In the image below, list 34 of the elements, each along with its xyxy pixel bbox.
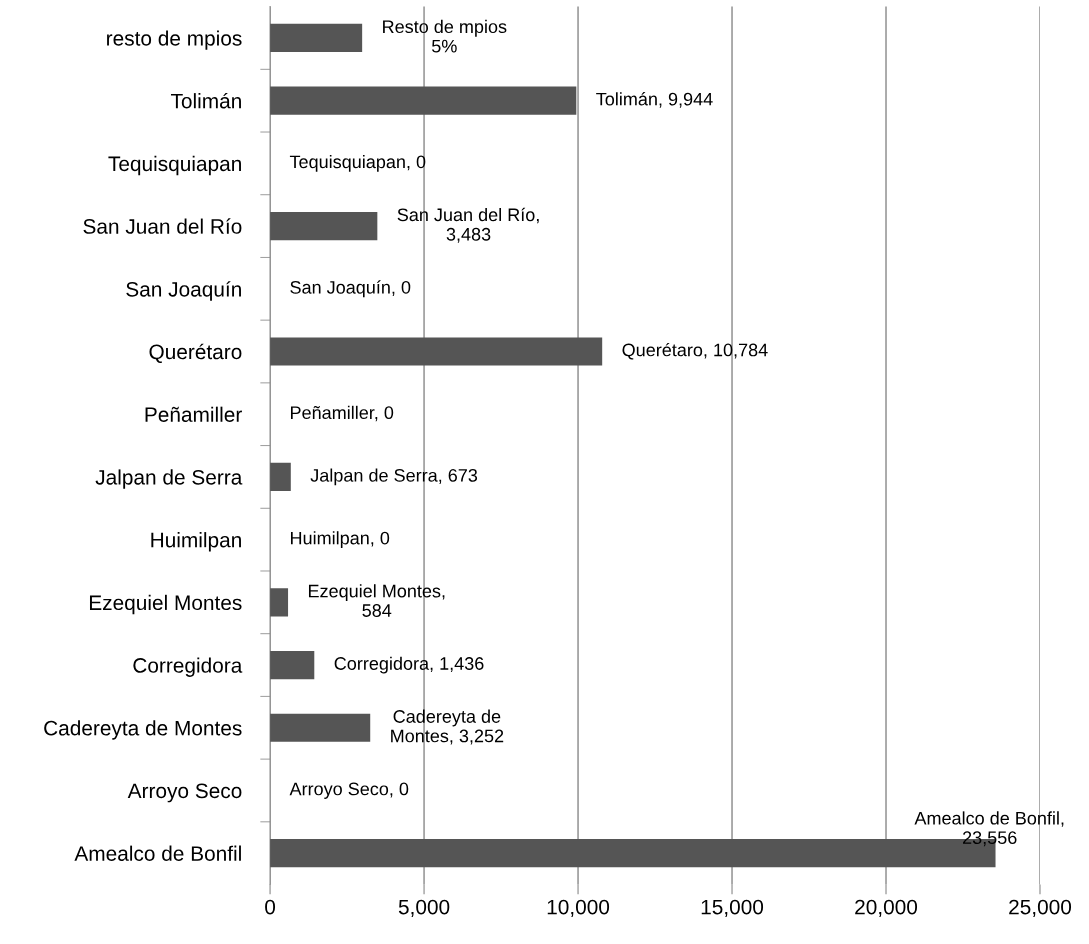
data-label: Jalpan de Serra, 673 [310, 468, 478, 486]
x-tick-label: 0 [265, 899, 276, 915]
data-label: San Joaquín, 0 [290, 280, 411, 298]
x-tick-label: 5,000 [398, 899, 450, 917]
y-tick-label: San Joaquín [126, 281, 241, 301]
data-label: Tolimán, 9,944 [596, 92, 713, 108]
data-label: Amealco de Bonfil, 23,556 [914, 811, 1064, 847]
y-tick-label: Corregidora [133, 657, 243, 677]
x-tick-label: 15,000 [701, 899, 764, 917]
data-label: Tequisquiapan, 0 [289, 154, 426, 172]
data-label: Cadereyta de Montes, 3,252 [391, 709, 504, 745]
data-label: Resto de mpios 5% [383, 19, 507, 53]
data-label: Huimilpan, 0 [291, 531, 390, 549]
data-label: Peñamiller, 0 [291, 405, 394, 422]
x-tick-label: 20,000 [855, 899, 918, 917]
data-label: Querétaro, 10,784 [622, 342, 768, 360]
data-label: San Juan del Río, 3,483 [397, 207, 539, 243]
y-tick-label: Huimilpan [151, 532, 241, 552]
y-tick-label: Arroyo Seco [127, 783, 242, 803]
y-tick-label: Peñamiller [145, 406, 242, 422]
y-tick-label: Cadereyta de Montes [44, 720, 242, 740]
y-tick-label: resto de mpios [107, 30, 242, 50]
data-label: Arroyo Seco, 0 [289, 782, 409, 799]
y-tick-label: Ezequiel Montes [89, 594, 242, 615]
y-tick-label: Tequisquiapan [108, 155, 241, 176]
data-label: Ezequiel Montes, 584 [308, 584, 445, 617]
x-tick-label: 25,000 [1009, 899, 1072, 917]
x-tick-label: 10,000 [547, 899, 610, 917]
y-tick-label: Tolimán [170, 92, 241, 109]
y-tick-label: San Juan del Río [83, 218, 242, 234]
y-tick-label: Jalpan de Serra [95, 469, 243, 489]
data-label: Corregidora, 1,436 [334, 656, 484, 674]
y-tick-label: Querétaro [149, 343, 242, 363]
y-tick-label: Amealco de Bonfil [74, 845, 241, 861]
